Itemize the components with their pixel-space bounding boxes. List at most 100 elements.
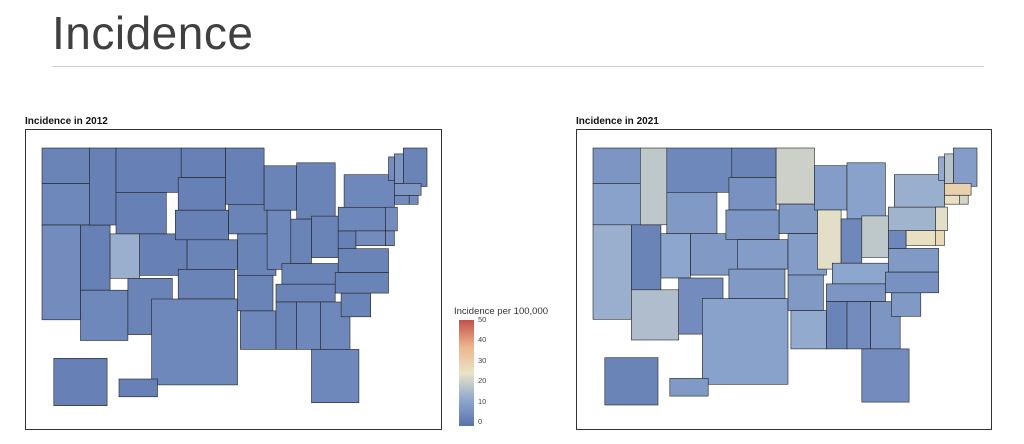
state-ri-2021	[958, 195, 969, 205]
state-al-2012	[296, 301, 321, 350]
legend-title: Incidence per 100,000	[454, 306, 549, 317]
state-tx-2021	[702, 298, 789, 385]
state-ny-2012	[343, 174, 395, 208]
state-ia-2021	[778, 203, 818, 234]
state-nc-2012	[334, 272, 389, 294]
state-ny-2021	[893, 174, 945, 208]
title-divider	[52, 66, 984, 67]
state-or-2012	[41, 183, 90, 226]
state-sc-2012	[340, 292, 372, 318]
state-ca-2012	[41, 224, 81, 321]
state-ar-2012	[237, 275, 274, 312]
state-vt-2021	[938, 156, 945, 181]
state-tx-2012	[151, 298, 238, 386]
state-co-2012	[139, 233, 188, 276]
legend-tick: 20	[478, 376, 487, 386]
state-mi-2021	[846, 162, 886, 220]
legend-tick: 10	[478, 396, 487, 406]
state-ak-2021	[604, 357, 659, 406]
state-ma-2012	[394, 183, 422, 196]
state-ct-2012	[394, 195, 410, 205]
state-md-2021	[905, 230, 936, 246]
state-wa-2012	[41, 147, 90, 184]
state-mi-2012	[296, 162, 336, 220]
state-wy-2012	[115, 192, 167, 235]
state-fl-2012	[311, 349, 360, 403]
map-title-2021: Incidence in 2021	[576, 116, 659, 127]
state-ca-2021	[592, 224, 632, 320]
state-nd-2021	[731, 147, 777, 178]
state-nv-2012	[80, 224, 111, 291]
state-wv-2012	[337, 230, 357, 250]
state-tn-2021	[826, 283, 886, 302]
state-wy-2021	[666, 191, 718, 235]
state-al-2021	[846, 301, 871, 350]
state-ut-2021	[660, 233, 691, 279]
state-nj-2012	[385, 206, 398, 232]
state-pa-2021	[888, 206, 936, 231]
state-oh-2012	[311, 215, 339, 258]
state-la-2012	[240, 310, 277, 350]
state-mt-2021	[666, 147, 733, 193]
state-ri-2012	[408, 195, 419, 205]
state-ok-2012	[177, 269, 235, 300]
state-mt-2012	[115, 147, 182, 193]
map-title-2012: Incidence in 2012	[25, 116, 108, 127]
legend-color-bar	[459, 320, 474, 426]
state-wa-2021	[592, 147, 641, 184]
state-az-2012	[80, 289, 129, 341]
state-id-2021	[639, 147, 668, 226]
map-panel-2021	[576, 129, 992, 430]
map-panel-2012	[25, 129, 442, 430]
state-ia-2012	[228, 204, 268, 235]
state-nj-2021	[935, 206, 948, 231]
state-in-2012	[290, 218, 312, 264]
state-la-2021	[790, 310, 827, 350]
state-id-2012	[89, 147, 117, 226]
state-co-2021	[690, 233, 739, 276]
state-vt-2012	[388, 156, 395, 181]
state-mn-2021	[775, 147, 815, 205]
state-ar-2021	[787, 274, 824, 311]
state-nd-2012	[180, 147, 226, 178]
state-hi-2012	[118, 378, 158, 398]
state-de-2012	[385, 230, 395, 247]
state-ne-2021	[725, 209, 780, 240]
state-ky-2021	[832, 262, 889, 285]
state-pa-2012	[337, 206, 386, 232]
state-tn-2012	[275, 283, 336, 303]
state-ms-2012	[275, 301, 298, 350]
state-va-2021	[888, 248, 939, 273]
state-nc-2021	[885, 271, 939, 294]
state-me-2012	[402, 147, 428, 187]
state-il-2021	[817, 209, 842, 270]
us-map-2021	[592, 147, 978, 406]
state-ct-2021	[944, 195, 960, 205]
state-de-2021	[935, 230, 945, 246]
state-md-2012	[355, 230, 386, 247]
state-ut-2012	[109, 233, 140, 279]
state-az-2021	[631, 289, 680, 341]
us-map-2012	[41, 147, 428, 407]
state-ak-2012	[53, 358, 108, 407]
legend-tick: 30	[478, 355, 487, 365]
state-va-2012	[337, 248, 389, 273]
state-ma-2021	[944, 183, 972, 196]
state-ks-2021	[737, 239, 789, 270]
state-sc-2021	[890, 292, 922, 317]
state-wv-2021	[888, 230, 907, 249]
state-hi-2021	[669, 378, 709, 397]
state-nv-2021	[631, 224, 662, 291]
state-ms-2021	[826, 301, 848, 350]
color-legend: Incidence per 100,000 50 40 30 20 10 0	[454, 306, 564, 430]
state-il-2012	[266, 209, 292, 270]
state-in-2021	[840, 218, 863, 264]
legend-tick: 0	[478, 417, 483, 426]
state-wi-2012	[263, 165, 298, 211]
state-me-2021	[953, 147, 978, 187]
state-nh-2012	[394, 153, 404, 184]
state-nh-2021	[944, 153, 954, 184]
state-or-2021	[592, 183, 641, 226]
state-sd-2021	[728, 177, 777, 211]
slide-title: Incidence	[52, 7, 254, 59]
